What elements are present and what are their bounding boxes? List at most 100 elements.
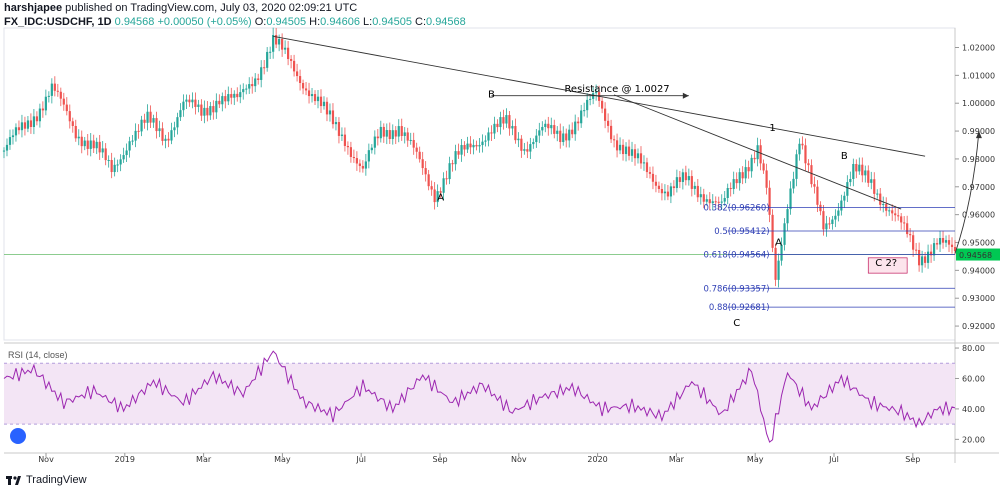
candle-body xyxy=(215,100,218,113)
candle-body xyxy=(909,234,912,236)
candle-body xyxy=(230,94,233,98)
candle-body xyxy=(289,59,293,61)
candle-body xyxy=(574,121,577,135)
candle-body xyxy=(541,126,544,131)
candle-body xyxy=(834,215,837,220)
candle-body xyxy=(523,149,526,151)
low-label: L: xyxy=(363,16,373,28)
wave-label: 1 xyxy=(769,123,775,134)
tradingview-chart-icon[interactable] xyxy=(10,428,26,444)
candle-body xyxy=(708,199,711,204)
candle-body xyxy=(364,161,367,169)
candle-body xyxy=(92,140,95,149)
time-tick-label: Mar xyxy=(669,455,685,464)
brand-name[interactable]: TradingView xyxy=(26,474,87,486)
last-price: 0.94568 xyxy=(114,16,155,28)
candle-body xyxy=(98,141,101,153)
candle-body xyxy=(846,182,849,196)
candle-body xyxy=(780,244,783,261)
author-name[interactable]: harshjapee xyxy=(4,2,63,14)
candle-body xyxy=(654,181,658,186)
candle-body xyxy=(254,78,257,87)
rsi-tick-label: 60.00 xyxy=(962,374,985,383)
candle-body xyxy=(493,123,496,134)
candle-body xyxy=(194,99,197,107)
candle-body xyxy=(481,141,484,146)
price-tick-label: 0.92000 xyxy=(962,322,995,331)
time-tick-label: Mar xyxy=(196,455,212,464)
publish-date: published on TradingView.com, July 03, 2… xyxy=(62,2,358,14)
candle-body xyxy=(421,159,424,169)
candle-body xyxy=(777,260,780,280)
candle-body xyxy=(203,107,206,116)
candle-body xyxy=(278,38,281,45)
candle-body xyxy=(200,104,203,116)
fib-level-label: 0.786(0.93357) xyxy=(703,284,769,294)
open-value: 0.94505 xyxy=(266,16,307,28)
candle-body xyxy=(65,104,68,112)
candle-body xyxy=(287,47,290,60)
candle-body xyxy=(146,111,149,123)
wave-label: C 2? xyxy=(875,258,897,269)
candle-body xyxy=(849,178,852,183)
candle-body xyxy=(630,149,634,156)
symbol-label: FX_IDC:USDCHF, 1D xyxy=(4,16,112,28)
candle-body xyxy=(807,163,810,166)
candle-body xyxy=(304,88,308,91)
candle-body xyxy=(185,99,188,102)
candle-body xyxy=(2,150,6,152)
price-tick-label: 1.02000 xyxy=(962,44,995,53)
candle-body xyxy=(292,60,296,72)
current-price-tag xyxy=(956,248,1000,261)
candle-body xyxy=(128,141,131,151)
candle-body xyxy=(68,111,71,122)
candle-body xyxy=(406,132,409,141)
candle-body xyxy=(346,145,350,148)
footer: TradingView xyxy=(6,474,87,486)
candle-body xyxy=(400,126,403,137)
wave-label: C xyxy=(733,318,740,329)
candle-body xyxy=(101,148,104,153)
price-tick-label: 0.98000 xyxy=(962,155,995,164)
candle-body xyxy=(675,177,678,189)
candle-body xyxy=(693,185,696,189)
rsi-line xyxy=(3,350,956,443)
candle-body xyxy=(155,118,158,132)
candle-body xyxy=(191,99,194,103)
candle-body xyxy=(532,142,535,145)
candle-body xyxy=(511,126,514,129)
candle-body xyxy=(774,247,777,280)
price-tick-label: 1.00000 xyxy=(962,99,995,108)
trendline xyxy=(273,35,926,157)
candle-body xyxy=(645,162,649,173)
candle-body xyxy=(738,172,741,184)
candle-body xyxy=(143,119,146,123)
candle-body xyxy=(266,51,269,68)
candle-body xyxy=(448,163,451,180)
candle-body xyxy=(861,164,864,176)
candle-body xyxy=(382,126,385,137)
candle-body xyxy=(116,164,119,166)
candle-body xyxy=(44,96,47,111)
candle-body xyxy=(298,76,302,83)
candle-body xyxy=(307,90,311,97)
time-tick-label: Nov xyxy=(38,455,54,464)
candle-body xyxy=(218,100,221,105)
candle-body xyxy=(379,126,382,139)
candle-body xyxy=(445,178,448,180)
candle-body xyxy=(505,115,508,124)
candle-body xyxy=(373,136,376,148)
candle-body xyxy=(651,173,655,182)
candle-body xyxy=(559,130,562,143)
candle-body xyxy=(535,135,538,143)
candle-body xyxy=(137,130,140,132)
candle-body xyxy=(436,191,439,203)
candle-body xyxy=(337,122,341,136)
candle-body xyxy=(595,92,598,94)
candle-body xyxy=(929,251,933,256)
candle-body xyxy=(571,129,574,135)
candle-body xyxy=(583,110,586,112)
candle-body xyxy=(840,200,843,211)
time-tick-label: Jul xyxy=(355,455,366,464)
